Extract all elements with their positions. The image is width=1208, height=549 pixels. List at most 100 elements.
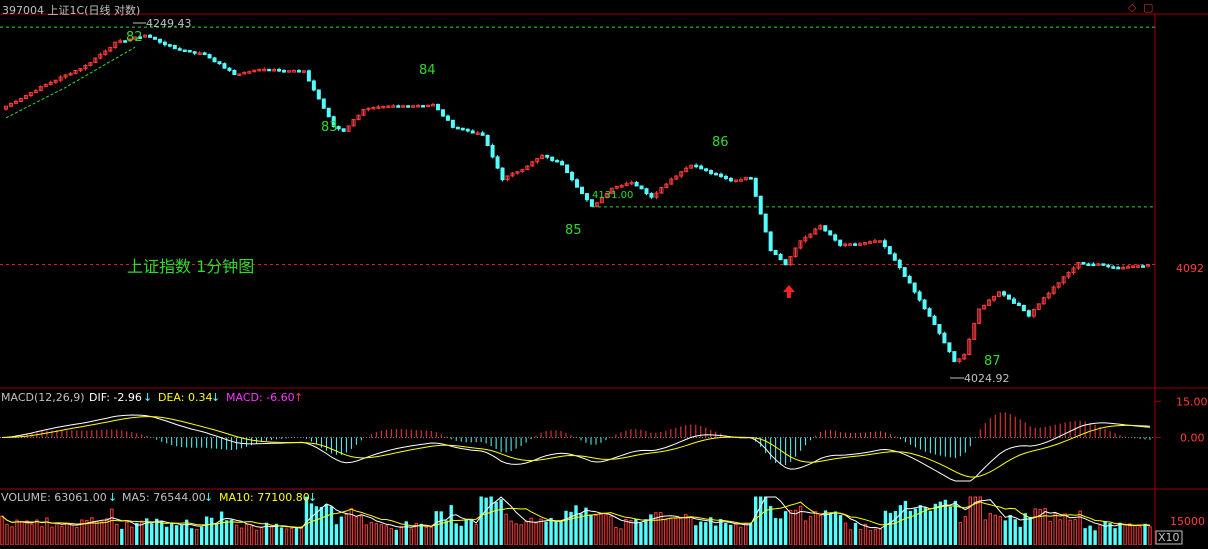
dif-line — [1, 414, 1151, 482]
candle-up — [53, 79, 58, 83]
candle-down — [207, 54, 212, 59]
volume-label: VOLUME: 63061.00 — [1, 491, 107, 504]
maximize-icon[interactable]: ▢ — [1143, 1, 1154, 14]
volume-bar — [125, 521, 129, 546]
volume-bar — [434, 511, 438, 546]
candle-up — [689, 164, 694, 169]
candle-down — [336, 126, 341, 130]
candle-up — [1066, 272, 1071, 278]
chart-annotation: 上证指数 1分钟图 — [127, 257, 254, 276]
volume-bar — [898, 505, 903, 546]
volume-bar — [554, 520, 558, 546]
volume-bar — [893, 511, 898, 546]
volume-bar — [40, 526, 44, 546]
volume-unit-box — [1155, 530, 1183, 545]
candle-up — [351, 119, 356, 127]
volume-bar — [5, 523, 9, 546]
volume-bar — [534, 522, 538, 546]
volume-bar — [329, 506, 334, 546]
volume-bar — [65, 522, 69, 546]
wave-label-82: 82 — [126, 30, 143, 45]
candle-up — [967, 338, 972, 356]
volume-bar — [689, 516, 693, 546]
candle-up — [867, 241, 872, 244]
volume-bar — [424, 526, 428, 546]
volume-bar — [938, 501, 943, 546]
candle-up — [624, 183, 629, 187]
candle-up — [133, 36, 138, 40]
candle-down — [326, 107, 331, 118]
candle-down — [1101, 263, 1106, 266]
volume-bar — [863, 523, 868, 546]
volume-bar — [244, 523, 249, 546]
candle-down — [465, 128, 470, 132]
candle-up — [1146, 264, 1150, 267]
candle-up — [803, 236, 808, 242]
candle-down — [882, 240, 887, 248]
candle-up — [108, 46, 113, 52]
volume-bar — [604, 514, 608, 546]
candle-up — [128, 38, 133, 42]
candle-up — [33, 90, 38, 94]
volume-bar — [120, 528, 124, 546]
candle-down — [748, 177, 753, 180]
candle-down — [167, 44, 172, 47]
candle-down — [123, 40, 128, 43]
candle-up — [669, 178, 674, 185]
volume-bar — [853, 522, 858, 546]
volume-bar — [823, 510, 828, 546]
candle-down — [589, 199, 594, 207]
volume-bar — [1033, 508, 1037, 546]
up-arrow-icon — [783, 285, 795, 298]
candle-down — [157, 38, 162, 43]
candle-up — [972, 322, 977, 340]
volume-bar — [848, 529, 853, 546]
candle-up — [614, 185, 619, 189]
candle-up — [654, 192, 659, 198]
candle-down — [1021, 304, 1026, 312]
candle-up — [619, 185, 624, 188]
volume-bar — [179, 525, 184, 546]
volume-bar — [1138, 526, 1142, 546]
candle-up — [48, 81, 53, 85]
candle-up — [381, 105, 386, 109]
candle-down — [500, 167, 505, 181]
volume-bar — [923, 507, 928, 546]
candle-up — [997, 291, 1002, 297]
candle-down — [907, 275, 912, 284]
volume-bar — [539, 518, 543, 546]
candle-down — [942, 332, 947, 344]
volume-bar — [639, 522, 643, 546]
candle-down — [138, 36, 143, 39]
candle-down — [828, 230, 833, 236]
volume-bar — [594, 514, 598, 546]
candle-up — [684, 167, 689, 173]
candle-up — [872, 240, 877, 243]
macd-axis-label-15: 15.00 — [1176, 395, 1208, 408]
candle-down — [1111, 266, 1116, 269]
volume-bar — [589, 514, 593, 546]
restore-icon[interactable]: ◇ — [1128, 1, 1137, 14]
volume-bar — [384, 525, 389, 546]
candle-down — [440, 109, 445, 117]
volume-bar — [514, 523, 518, 546]
volume-bar — [719, 519, 723, 546]
candle-up — [361, 109, 366, 116]
candle-up — [1041, 297, 1046, 305]
volume-bar — [189, 528, 194, 546]
volume-bar — [988, 512, 992, 546]
volume-bar — [699, 521, 703, 546]
candle-down — [1141, 265, 1146, 268]
volume-bar — [818, 514, 823, 546]
volume-bar — [679, 517, 683, 546]
candle-down — [217, 61, 222, 65]
volume-bar — [50, 526, 54, 546]
volume-bar — [1103, 521, 1107, 546]
volume-bar — [309, 503, 314, 546]
volume-bar — [873, 528, 878, 546]
volume-bar — [35, 519, 39, 546]
candle-up — [540, 154, 545, 160]
candle-up — [287, 70, 292, 73]
candle-down — [892, 253, 897, 261]
